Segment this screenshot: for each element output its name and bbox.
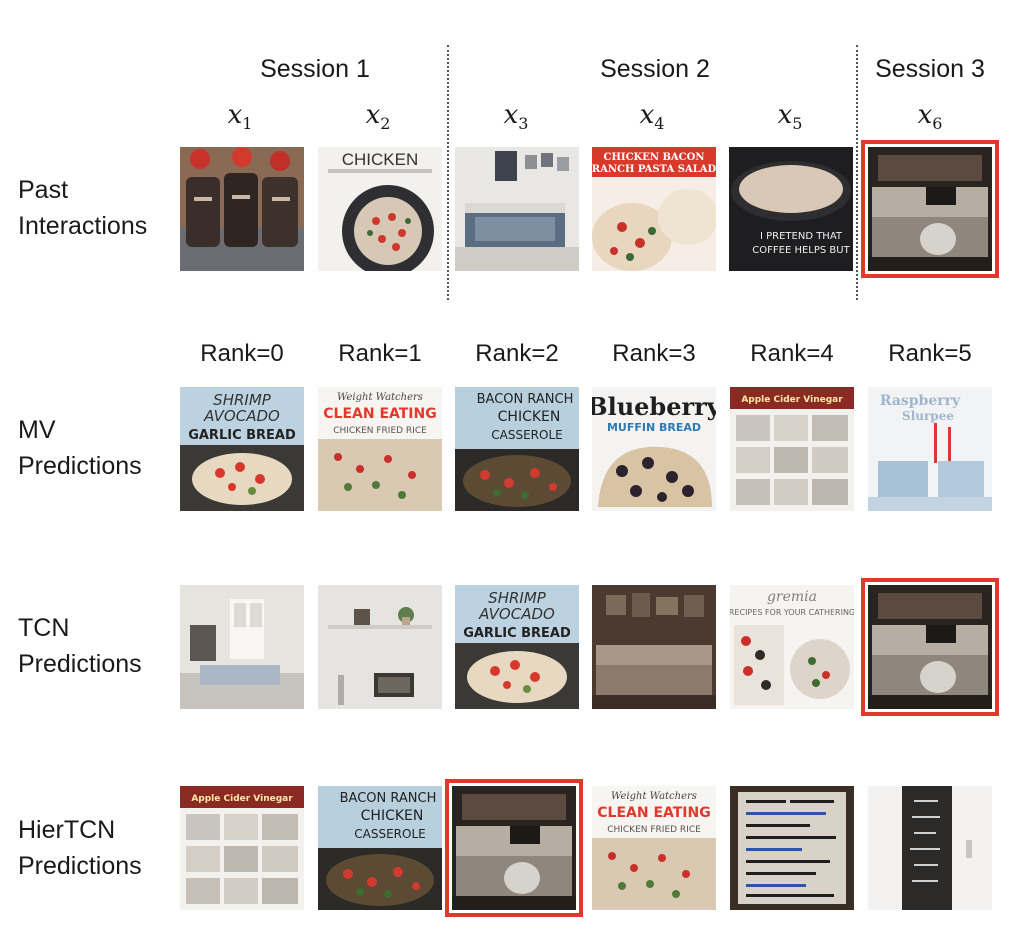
hier1-caption-line3: CASSEROLE (354, 827, 425, 841)
x4-caption-line2: RANCH PASTA SALAD (592, 164, 716, 175)
past-item-x2-chicken-image: CHICKEN (318, 147, 442, 271)
mv2-caption-line3: CASSEROLE (491, 428, 562, 442)
mv0-caption-line2: AVOCADO (203, 407, 280, 425)
item-label-x4: x4 (639, 100, 665, 134)
hier-rank0-apple-cider-vinegar-image: Apple Cider Vinegar (180, 786, 304, 910)
past-item-x3-bedroom-image (455, 147, 579, 271)
session-divider-1 (447, 45, 449, 300)
mv-rank2-bacon-ranch-image: BACON RANCH CHICKEN CASSEROLE (455, 387, 579, 511)
tcn-rank1-wall-shelf-image (318, 585, 442, 709)
tcn-rank4-catering-image: gremia RECIPES FOR YOUR CATHERING (730, 585, 854, 709)
item-label-x1: x1 (227, 100, 253, 134)
mv-rank5-raspberry-slurpee-image: Raspberry Slurpee (868, 387, 992, 511)
mv0-caption-line1: SHRIMP (213, 391, 272, 409)
rank-label-4: Rank=4 (750, 340, 834, 367)
mv-rank1-clean-eating-image: Weight Watchers CLEAN EATING CHICKEN FRI… (318, 387, 442, 511)
item-label-x2: x2 (365, 100, 391, 134)
tcn2-caption-line1: SHRIMP (488, 589, 547, 607)
item-label-x5: x5 (777, 100, 803, 134)
hier3-caption-line2: CLEAN EATING (597, 805, 710, 821)
session-divider-2 (856, 45, 858, 300)
past-item-x5-coffee-mug-image: I PRETEND THAT COFFEE HELPS BUT (729, 147, 853, 271)
item-label-x6: x6 (917, 100, 943, 134)
x4-caption-line1: CHICKEN BACON (603, 152, 704, 163)
mv-rank3-blueberry-muffin-image: Blueberry MUFFIN BREAD (592, 387, 716, 511)
rank-label-0: Rank=0 (200, 340, 284, 367)
past-item-x4-pasta-salad-image: CHICKEN BACON RANCH PASTA SALAD (592, 147, 716, 271)
tcn-rank3-cozy-bedroom-image (592, 585, 716, 709)
rank-label-2: Rank=2 (475, 340, 559, 367)
hier3-caption-line3: CHICKEN FRIED RICE (607, 825, 701, 835)
past-item-x6-dark-bed-image (861, 140, 999, 278)
hier-rank3-clean-eating-image: Weight Watchers CLEAN EATING CHICKEN FRI… (592, 786, 716, 910)
hier-rank4-handwritten-board-image (730, 786, 854, 910)
past-item-x1-jars-image (180, 147, 304, 271)
mv1-caption-line1: Weight Watchers (337, 392, 423, 403)
hier3-caption-line1: Weight Watchers (611, 791, 697, 802)
mv-rank0-shrimp-avocado-image: SHRIMP AVOCADO GARLIC BREAD (180, 387, 304, 511)
session-2-label: Session 2 (600, 55, 710, 83)
hier1-caption-line2: CHICKEN (361, 808, 424, 824)
hier-rank1-bacon-ranch-image: BACON RANCH CHICKEN CASSEROLE (318, 786, 442, 910)
row-label-tcn-predictions: TCN Predictions (18, 614, 142, 678)
x2-caption: CHICKEN (342, 150, 419, 169)
session-3-label: Session 3 (875, 55, 985, 83)
hier0-caption: Apple Cider Vinegar (191, 794, 293, 804)
item-label-x3: x3 (503, 100, 529, 134)
mv3-caption-line2: MUFFIN BREAD (607, 421, 701, 434)
hier1-caption-line1: BACON RANCH (340, 791, 437, 806)
tcn2-caption-line2: AVOCADO (478, 605, 555, 623)
mv2-caption-line2: CHICKEN (498, 409, 561, 425)
hier-rank5-chalkboard-door-image (868, 786, 992, 910)
mv2-caption-line1: BACON RANCH (477, 392, 574, 407)
row-label-past-interactions: Past Interactions (18, 176, 148, 240)
row-label-hiertcn-predictions: HierTCN Predictions (18, 816, 142, 880)
mv-rank4-apple-cider-vinegar-image: Apple Cider Vinegar (730, 387, 854, 511)
row-label-mv-predictions: MV Predictions (18, 416, 142, 480)
svg-text:gremia: gremia (767, 589, 817, 605)
tcn-rank5-dark-bed-image (861, 578, 999, 716)
tcn-rank2-shrimp-avocado-image: SHRIMP AVOCADO GARLIC BREAD (455, 585, 579, 709)
rank-label-1: Rank=1 (338, 340, 422, 367)
rank-label-3: Rank=3 (612, 340, 696, 367)
session-1-label: Session 1 (260, 55, 370, 83)
mv5-caption-line1: Raspberry (880, 393, 961, 409)
hier-rank2-dark-bed-image (445, 779, 583, 917)
mv3-caption-line1: Blueberry (592, 392, 716, 421)
x5-caption-line1: I PRETEND THAT (760, 231, 843, 242)
mv1-caption-line3: CHICKEN FRIED RICE (333, 426, 427, 436)
mv4-caption: Apple Cider Vinegar (741, 395, 843, 405)
mv0-caption-line3: GARLIC BREAD (188, 428, 296, 443)
mv5-caption-line2: Slurpee (902, 409, 954, 423)
rank-label-5: Rank=5 (888, 340, 972, 367)
tcn2-caption-line3: GARLIC BREAD (463, 626, 571, 641)
tcn4-caption: RECIPES FOR YOUR CATHERING (730, 608, 854, 617)
mv1-caption-line2: CLEAN EATING (323, 406, 436, 422)
tcn-rank0-bright-bedroom-image (180, 585, 304, 709)
x5-caption-line2: COFFEE HELPS BUT (752, 245, 850, 256)
